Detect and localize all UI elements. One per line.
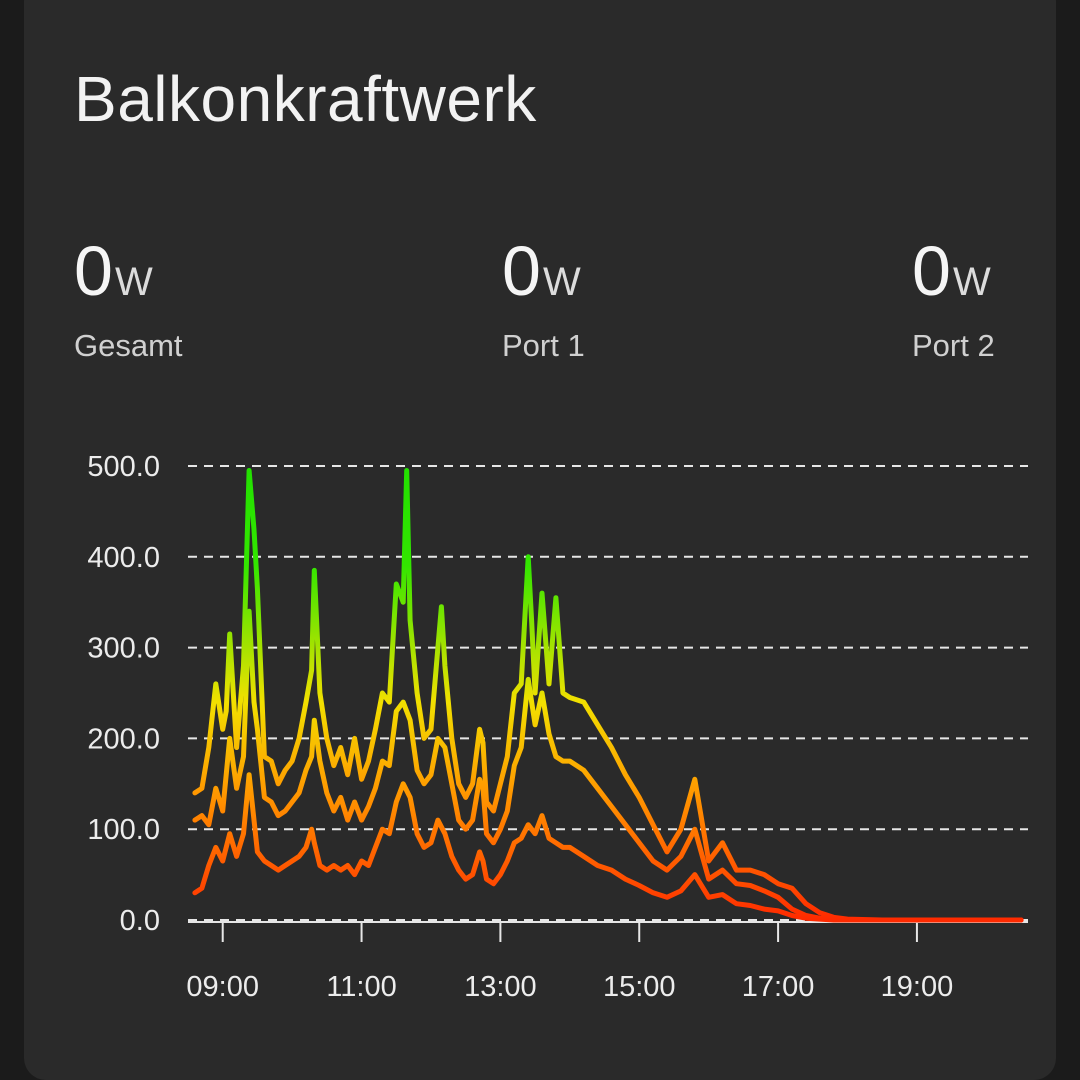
series-layer — [192, 468, 1024, 923]
y-tick-label: 500.0 — [87, 451, 160, 483]
stat-label: Port 1 — [502, 328, 585, 363]
y-tick-label: 200.0 — [87, 723, 160, 755]
card-title: Balkonkraftwerk — [74, 63, 537, 135]
stat-gesamt[interactable]: 0 W Gesamt — [74, 236, 183, 364]
power-history-chart[interactable]: 0.0 100.0 200.0 300.0 400.0 500.0 09:00 11:00 1… — [0, 0, 1080, 1058]
y-tick-label: 0.0 — [120, 905, 160, 937]
x-tick-label: 15:00 — [603, 971, 676, 1003]
axis-layer — [188, 921, 1028, 942]
stat-value: 0 — [502, 232, 541, 310]
series-line-2 — [192, 772, 1024, 923]
x-tick-label: 17:00 — [742, 971, 815, 1003]
y-tick-label: 400.0 — [87, 542, 160, 574]
stat-port-1[interactable]: 0 W Port 1 — [502, 236, 585, 364]
x-tick-label: 19:00 — [881, 971, 954, 1003]
y-tick-label: 100.0 — [87, 814, 160, 846]
series-line-0 — [192, 468, 1024, 923]
series-line-1 — [192, 608, 1024, 923]
x-tick-labels: 09:00 11:00 13:00 15:00 17:00 19:00 — [186, 971, 953, 1003]
stat-port-2[interactable]: 0 W Port 2 — [912, 236, 995, 364]
stat-label: Port 2 — [912, 328, 995, 363]
stat-value: 0 — [912, 232, 951, 310]
energy-card — [24, 0, 1056, 1080]
x-tick-label: 13:00 — [464, 971, 537, 1003]
x-tick-label: 11:00 — [326, 971, 396, 1003]
stat-label: Gesamt — [74, 328, 183, 363]
stat-unit: W — [542, 260, 581, 304]
x-tick-label: 09:00 — [186, 971, 259, 1003]
y-tick-label: 300.0 — [87, 633, 160, 665]
stat-unit: W — [114, 260, 153, 304]
stat-value: 0 — [74, 232, 113, 310]
y-tick-labels: 0.0 100.0 200.0 300.0 400.0 500.0 — [87, 451, 160, 937]
stat-unit: W — [952, 260, 991, 304]
